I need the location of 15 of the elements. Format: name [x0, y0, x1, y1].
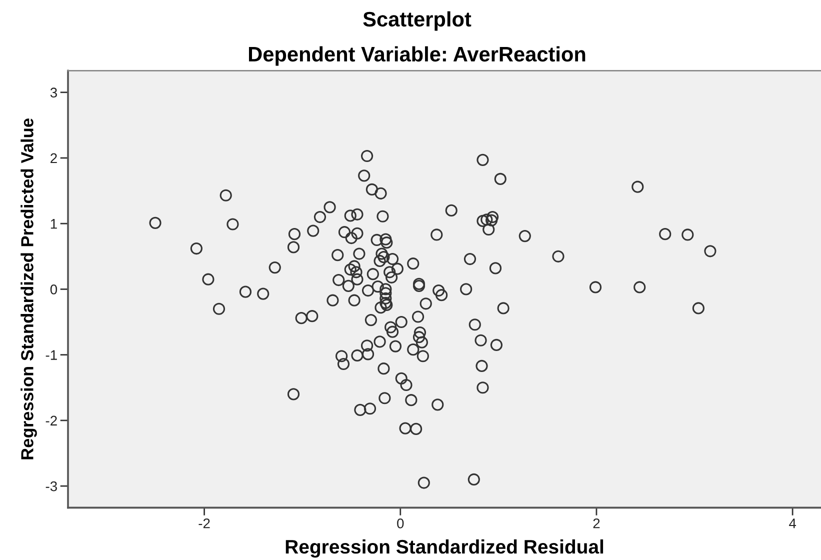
- x-tick-label: -2: [198, 518, 210, 528]
- y-tick-label: -3: [46, 481, 57, 492]
- y-tick-label: 1: [50, 219, 57, 229]
- x-tick-label: 2: [593, 518, 600, 528]
- y-tick-label: 2: [50, 153, 57, 163]
- y-tick-label: 0: [50, 284, 58, 294]
- y-axis-title: Regression Standardized Predicted Value: [20, 118, 37, 460]
- y-tick-label: 3: [50, 88, 57, 98]
- y-tick-label: -2: [46, 416, 57, 426]
- y-tick-label: -1: [46, 350, 57, 360]
- x-tick-label: 0: [397, 518, 404, 528]
- chart-title: Scatterplot: [363, 11, 472, 31]
- x-tick-label: 4: [789, 518, 796, 528]
- chart-subtitle: Dependent Variable: AverReaction: [248, 46, 586, 66]
- x-axis-title: Regression Standardized Residual: [286, 539, 604, 558]
